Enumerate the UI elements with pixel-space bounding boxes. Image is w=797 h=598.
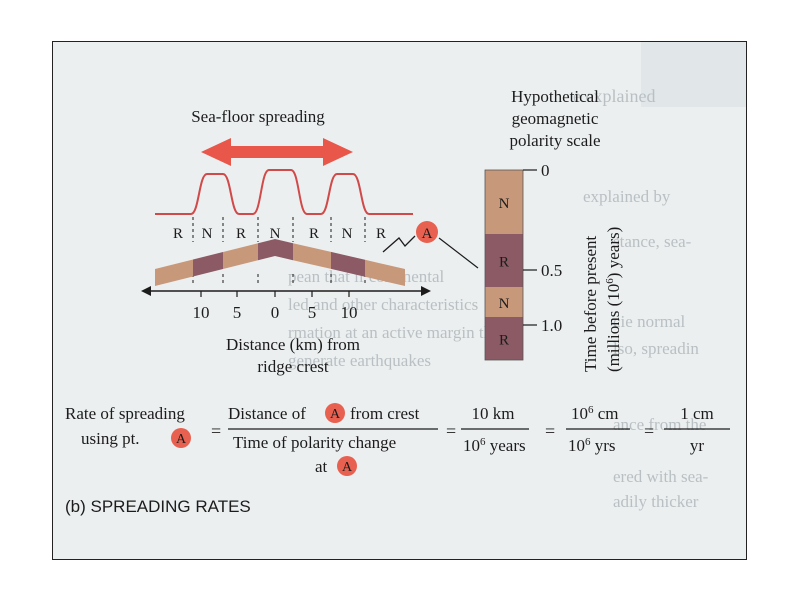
formula-num2: 10 km <box>472 404 515 423</box>
time-axis-label-line1: Time before present <box>581 235 600 372</box>
formula-den3: 106 yrs <box>568 436 616 455</box>
time-tick-label: 0.5 <box>541 261 562 280</box>
polarity-band-label: R <box>499 333 509 349</box>
formula-lhs-line1: Rate of spreading <box>65 404 185 423</box>
spreading-diagram: e explained explained by stance, sea- ci… <box>53 42 746 559</box>
background-box <box>641 42 746 107</box>
formula-den4: yr <box>690 436 705 455</box>
polarity-scale: N R N R <box>484 169 524 361</box>
polarity-band <box>485 234 523 287</box>
formula-den1-pre: Time of polarity change <box>233 433 396 452</box>
distance-label-line2: ridge crest <box>257 357 329 376</box>
polarity-scale-title-line2: geomagnetic <box>512 109 599 128</box>
formula-num3: 106 cm <box>571 404 619 423</box>
crust-band <box>331 251 365 277</box>
time-tick-label: 1.0 <box>541 316 562 335</box>
diagram-title: Sea-floor spreading <box>191 107 325 126</box>
ridge-band-label: N <box>342 226 353 242</box>
formula-num1-point: A <box>330 407 341 422</box>
bg-text: generate earthquakes <box>288 351 431 370</box>
magnetic-anomaly-curve <box>155 169 413 215</box>
distance-tick-labels: 10 5 0 5 10 <box>193 291 358 322</box>
point-a-label: A <box>422 226 433 242</box>
distance-label-line1: Distance (km) from <box>226 335 360 354</box>
bg-text: lso, spreadin <box>613 339 699 358</box>
figure-panel: e explained explained by stance, sea- ci… <box>52 41 747 560</box>
polarity-scale-title-line1: Hypothetical <box>511 87 599 106</box>
crust-band <box>258 239 293 261</box>
polarity-band-label: N <box>499 196 510 212</box>
formula-point-a: A <box>176 432 187 447</box>
crust-band <box>293 243 331 269</box>
ridge-band-label: R <box>309 226 319 242</box>
equals-2: = <box>446 421 456 441</box>
polarity-scale-title-line3: polarity scale <box>509 131 600 150</box>
distance-tick-label: 10 <box>341 303 358 322</box>
formula-den1-at: at <box>315 457 328 476</box>
ridge-band-label: N <box>270 226 281 242</box>
formula-num1-post: from crest <box>350 404 420 423</box>
polarity-band <box>485 317 523 360</box>
bg-text: adily thicker <box>613 492 699 511</box>
formula-den2: 106 years <box>463 436 526 455</box>
crust-band <box>365 259 405 286</box>
crust-band <box>193 252 223 277</box>
spreading-rate-formula: Rate of spreading using pt. A = Distance… <box>65 403 730 476</box>
caption: (b) SPREADING RATES <box>65 497 251 516</box>
time-tick-label: 0 <box>541 161 550 180</box>
polarity-band-label: N <box>499 296 510 312</box>
crust-band <box>155 259 193 286</box>
formula-num1-pre: Distance of <box>228 404 306 423</box>
formula-lhs-line2: using pt. <box>81 429 140 448</box>
bg-text: explained by <box>583 187 671 206</box>
polarity-band <box>485 287 523 317</box>
ridge-band-label: R <box>173 226 183 242</box>
distance-tick-label: 5 <box>308 303 317 322</box>
ridge-band-label: R <box>236 226 246 242</box>
time-axis-label-line2: (millions (106) years) <box>604 227 623 372</box>
distance-tick-label: 0 <box>271 303 280 322</box>
polarity-band <box>485 170 523 234</box>
bg-text: rmation at an active margin that <box>288 323 505 342</box>
crust-band <box>223 243 258 269</box>
polarity-band-label: R <box>499 255 509 271</box>
oceanic-crust <box>155 239 405 286</box>
ridge-band-label: R <box>376 226 386 242</box>
spreading-arrow <box>201 138 353 166</box>
bg-text: stance, sea- <box>613 232 692 251</box>
bg-text: ered with sea- <box>613 467 709 486</box>
equals-4: = <box>644 421 654 441</box>
equals-3: = <box>545 421 555 441</box>
distance-tick-label: 5 <box>233 303 242 322</box>
distance-tick-label: 10 <box>193 303 210 322</box>
background <box>53 42 746 559</box>
polarity-scale-border <box>484 169 524 361</box>
time-tick-labels: 0 0.5 1.0 <box>523 161 562 335</box>
formula-num4: 1 cm <box>680 404 714 423</box>
distance-axis <box>141 286 431 296</box>
point-a-callout: A <box>382 221 479 269</box>
bg-text: e explained <box>573 86 655 106</box>
ridge-band-label: N <box>202 226 213 242</box>
bg-text: led and other characteristics <box>288 295 478 314</box>
formula-den1-point: A <box>342 460 353 475</box>
bg-text: cie normal <box>613 312 685 331</box>
equals-1: = <box>211 421 221 441</box>
